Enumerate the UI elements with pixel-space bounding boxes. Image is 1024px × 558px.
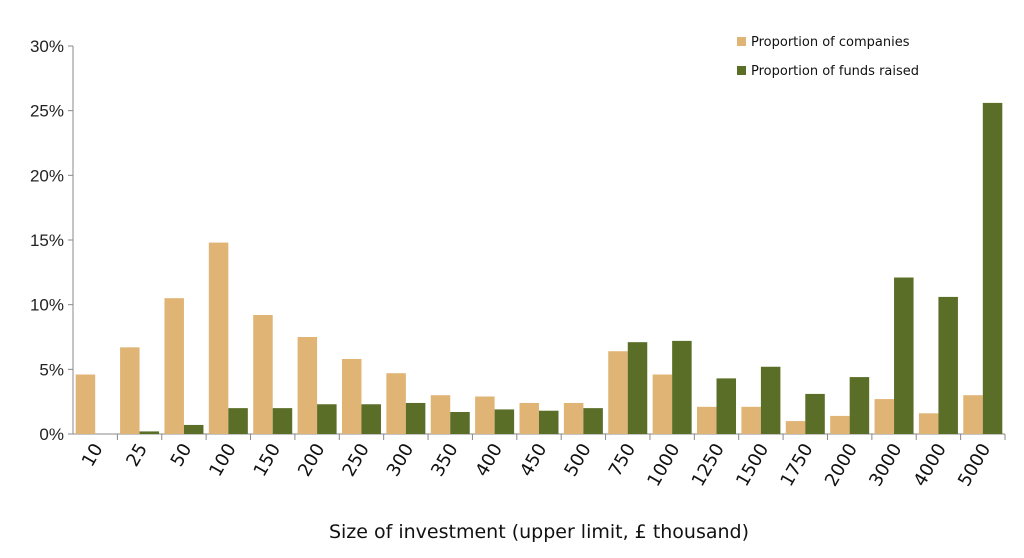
x-tick-label: 750 [605, 440, 640, 480]
x-tick-label: 10 [78, 440, 108, 470]
bar-funds [405, 402, 426, 434]
x-tick-label: 100 [205, 440, 240, 480]
x-tick-label: 3000 [865, 440, 906, 490]
bar-funds [938, 296, 958, 434]
bar-companies [120, 347, 140, 434]
y-tick-label: 20% [30, 166, 64, 185]
x-tick-label: 1250 [688, 440, 729, 490]
y-tick-label: 25% [30, 102, 64, 121]
x-tick-label: 2000 [821, 440, 862, 490]
x-tick-label: 350 [427, 440, 462, 480]
y-tick-label: 15% [30, 231, 64, 250]
bar-funds [539, 410, 559, 434]
y-tick-label: 10% [30, 296, 64, 315]
bar-companies [652, 374, 673, 434]
bar-funds [317, 404, 337, 434]
x-tick-label: 5000 [954, 440, 995, 490]
bar-funds [805, 393, 825, 434]
x-tick-label: 1750 [777, 440, 818, 490]
x-tick-label: 250 [338, 440, 373, 480]
bar-funds [894, 277, 914, 434]
legend-label-funds: Proportion of funds raised [751, 64, 919, 79]
x-tick-label: 25 [122, 440, 152, 470]
x-tick-label: 150 [250, 440, 285, 480]
bar-funds [139, 431, 160, 434]
bar-companies [386, 373, 406, 434]
x-tick-label: 500 [560, 440, 595, 480]
bar-companies [608, 351, 628, 434]
x-tick-label: 450 [516, 440, 551, 480]
legend-label-companies: Proportion of companies [751, 35, 910, 50]
legend-swatch-funds [737, 66, 746, 75]
bar-companies [741, 406, 761, 434]
bar-companies [430, 395, 451, 434]
bar-funds [672, 340, 692, 434]
bar-funds [450, 412, 470, 434]
bar-funds [716, 378, 737, 434]
bar-companies [697, 406, 717, 434]
bar-funds [849, 377, 870, 434]
x-axis-title: Size of investment (upper limit, £ thous… [329, 521, 749, 543]
legend-swatch-companies [737, 37, 746, 46]
bar-companies [963, 395, 983, 434]
x-tick-label: 50 [167, 440, 197, 470]
bar-companies [164, 298, 184, 434]
bar-funds [272, 408, 293, 434]
bar-funds [361, 404, 381, 434]
bar-funds [494, 409, 515, 434]
bar-companies [874, 399, 895, 434]
bar-companies [297, 337, 318, 434]
x-tick-label: 300 [383, 440, 418, 480]
bar-companies [475, 396, 495, 434]
bar-companies [208, 242, 229, 434]
bar-companies [830, 415, 850, 434]
x-tick-label: 4000 [910, 440, 951, 490]
bar-companies [918, 413, 939, 434]
x-tick-label: 1000 [643, 440, 684, 490]
bar-funds [183, 424, 204, 434]
bar-funds [228, 408, 248, 434]
bar-funds [760, 366, 781, 434]
bar-funds [627, 342, 648, 434]
bar-companies [785, 421, 806, 434]
bar-funds [583, 408, 603, 434]
bar-funds [982, 102, 1003, 434]
x-tick-label: 200 [294, 440, 329, 480]
bar-companies [563, 402, 584, 434]
bar-companies [519, 402, 539, 434]
x-tick-label: 1500 [732, 440, 773, 490]
bar-companies [75, 374, 96, 434]
x-tick-label: 400 [472, 440, 507, 480]
bar-companies [253, 315, 273, 434]
y-tick-label: 0% [39, 425, 64, 444]
y-tick-label: 5% [39, 360, 64, 379]
y-tick-label: 30% [30, 37, 64, 56]
bar-companies [341, 358, 362, 434]
